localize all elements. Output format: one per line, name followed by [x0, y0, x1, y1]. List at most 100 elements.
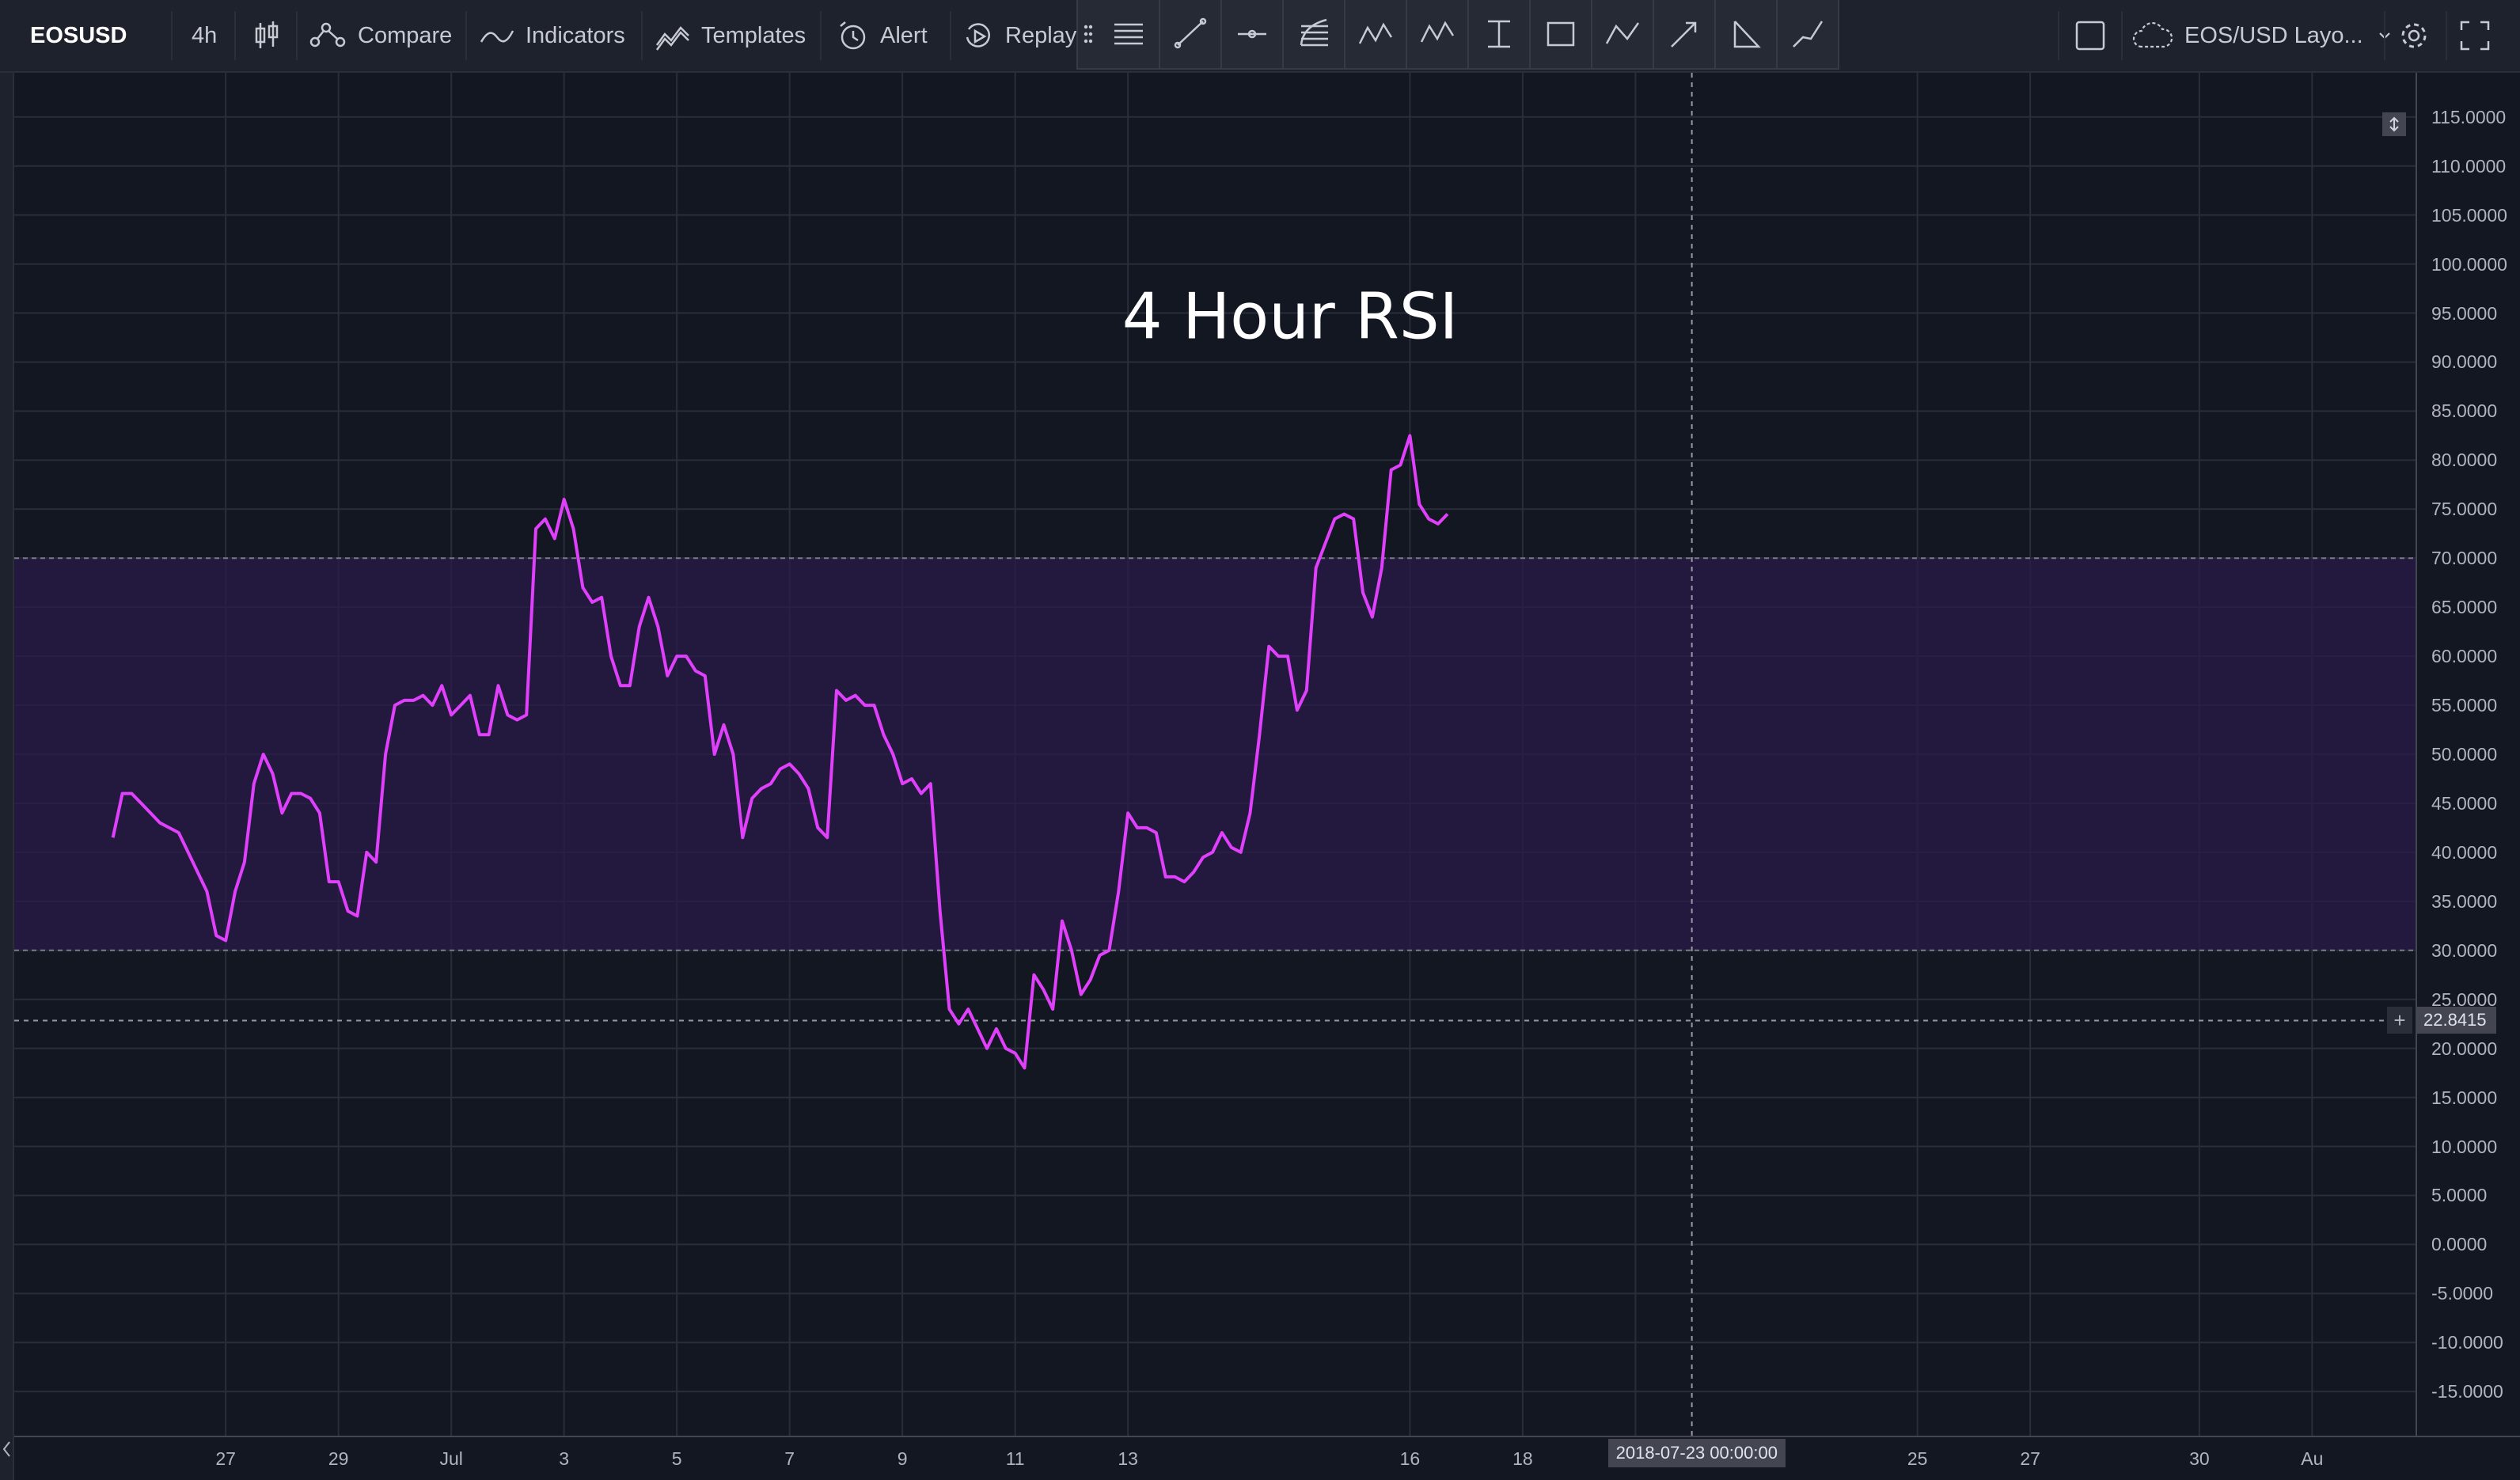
- price-tick-label: 0.0000: [2431, 1234, 2488, 1255]
- price-tick-label: 115.0000: [2431, 106, 2507, 127]
- time-tick-label: 9: [897, 1448, 908, 1469]
- rsi-band-fill: [14, 558, 2416, 951]
- layout-menu-button[interactable]: EOS/USD Layo...: [2132, 0, 2393, 71]
- drawing-toolbar-divider: [1344, 0, 1345, 68]
- price-tick-label: 25.0000: [2431, 989, 2498, 1010]
- drawing-tool-button[interactable]: [1284, 0, 1344, 68]
- symbol-label: EOSUSD: [30, 22, 127, 48]
- time-tick-label: 13: [1118, 1448, 1138, 1469]
- drawing-toolbar-divider: [1406, 0, 1407, 68]
- add-price-line-button[interactable]: +: [2387, 1007, 2412, 1034]
- horizontal-ray-icon: [1238, 29, 1266, 39]
- drawing-tool-button[interactable]: [1778, 0, 1838, 68]
- drawing-tool-button[interactable]: [1654, 0, 1714, 68]
- chart-title: 4 Hour RSI: [1121, 279, 1459, 354]
- price-tick-label: 105.0000: [2431, 204, 2507, 226]
- drawing-tool-button[interactable]: [1469, 0, 1529, 68]
- indicators-button[interactable]: Indicators: [480, 0, 625, 71]
- time-tick-label: 27: [2020, 1448, 2040, 1469]
- drag-handle[interactable]: [1078, 0, 1099, 68]
- compare-button[interactable]: Compare: [309, 0, 452, 71]
- symbol-search-button[interactable]: EOSUSD: [30, 0, 127, 71]
- alert-button[interactable]: Alert: [837, 0, 928, 71]
- price-scale[interactable]: 115.0000 110.0000 105.0000 100.0000 95.0000 9…: [2416, 73, 2520, 1436]
- price-tick-label: 50.0000: [2431, 744, 2498, 765]
- price-tick-label: 35.0000: [2431, 890, 2498, 912]
- drawing-tool-button[interactable]: [1160, 0, 1220, 68]
- drawing-tool-button[interactable]: [1222, 0, 1282, 68]
- time-tick-label: 3: [559, 1448, 570, 1469]
- drawing-tool-button[interactable]: [1099, 0, 1159, 68]
- arrow-icon: [1671, 21, 1697, 47]
- left-strip: [0, 73, 14, 1480]
- drawing-toolbar-divider: [1838, 0, 1839, 68]
- templates-label: Templates: [701, 22, 806, 48]
- price-tick-label: 60.0000: [2431, 646, 2498, 667]
- toolbar-divider: [296, 11, 298, 60]
- gear-icon: [2401, 23, 2427, 48]
- toolbar-divider: [2446, 11, 2447, 60]
- replay-button[interactable]: Replay: [962, 0, 1076, 71]
- drawing-toolbar-divider: [1159, 0, 1160, 68]
- alarm-clock-icon: [840, 21, 866, 50]
- cloud-icon: [2132, 21, 2173, 48]
- chart-pane[interactable]: [14, 73, 2416, 1436]
- indicators-label: Indicators: [526, 22, 625, 48]
- templates-button[interactable]: Templates: [655, 0, 806, 71]
- price-tick-label: 10.0000: [2431, 1136, 2498, 1157]
- price-tick-label: 100.0000: [2431, 253, 2507, 275]
- drawing-tool-button[interactable]: [1716, 0, 1776, 68]
- horizontal-lines-icon: [1114, 23, 1143, 45]
- toolbar-divider: [465, 11, 467, 60]
- drawing-toolbar-divider: [1591, 0, 1592, 68]
- time-tick-label: 25: [1907, 1448, 1928, 1469]
- drawing-toolbar-divider: [1529, 0, 1531, 68]
- time-scale[interactable]: 2729Jul35791113161820252730Au: [14, 1436, 2520, 1480]
- settings-button[interactable]: [2398, 0, 2430, 71]
- drawing-tool-button[interactable]: [1531, 0, 1591, 68]
- scale-toggle-button[interactable]: [2382, 112, 2406, 136]
- time-tick-label: 5: [671, 1448, 682, 1469]
- fib-retracement-icon: [1300, 18, 1328, 47]
- price-tick-label: 65.0000: [2431, 597, 2498, 618]
- time-tick-label: 11: [1005, 1448, 1025, 1469]
- toolbar-divider: [171, 11, 173, 60]
- time-tick-label: 27: [215, 1448, 236, 1469]
- price-tick-label: 45.0000: [2431, 792, 2498, 814]
- price-tick-label: 5.0000: [2431, 1185, 2488, 1206]
- toolbar-divider: [950, 11, 951, 60]
- drawing-tool-button[interactable]: [1592, 0, 1653, 68]
- square-icon: [2075, 21, 2105, 51]
- fullscreen-icon: [2460, 21, 2490, 51]
- crosshair-time-badge: 2018-07-23 00:00:00: [1607, 1439, 1786, 1467]
- crosshair: [14, 73, 2416, 1436]
- drawing-tool-button[interactable]: [1407, 0, 1467, 68]
- templates-icon: [655, 26, 689, 51]
- time-tick-label: 7: [784, 1448, 795, 1469]
- toolbar-divider: [641, 11, 643, 60]
- price-tick-label: 75.0000: [2431, 499, 2498, 520]
- price-range-icon: [1488, 20, 1510, 48]
- compare-icon: [309, 22, 346, 47]
- drag-handle-icon: [1084, 25, 1093, 44]
- price-tick-label: 20.0000: [2431, 1038, 2498, 1059]
- layout-toggle-button[interactable]: [2075, 0, 2105, 71]
- chart-style-button[interactable]: [253, 0, 280, 71]
- chevron-left-icon[interactable]: [0, 1437, 14, 1461]
- drawing-toolbar-divider: [1220, 0, 1222, 68]
- price-tick-label: 40.0000: [2431, 841, 2498, 863]
- interval-button[interactable]: 4h: [192, 0, 217, 71]
- time-tick-label: 29: [328, 1448, 349, 1469]
- price-tick-label: 30.0000: [2431, 939, 2498, 961]
- toolbar-divider: [234, 11, 236, 60]
- drawing-toolbar-divider: [1653, 0, 1654, 68]
- triangle-icon: [1733, 21, 1761, 48]
- drawing-toolbar-divider: [1714, 0, 1716, 68]
- time-tick-label: 18: [1512, 1448, 1533, 1469]
- drawing-tool-button[interactable]: [1345, 0, 1406, 68]
- abcd-pattern-icon: [1605, 22, 1640, 44]
- fullscreen-button[interactable]: [2460, 0, 2490, 71]
- time-tick-label: 30: [2189, 1448, 2210, 1469]
- toolbar-divider: [2058, 11, 2059, 60]
- compare-label: Compare: [358, 22, 453, 48]
